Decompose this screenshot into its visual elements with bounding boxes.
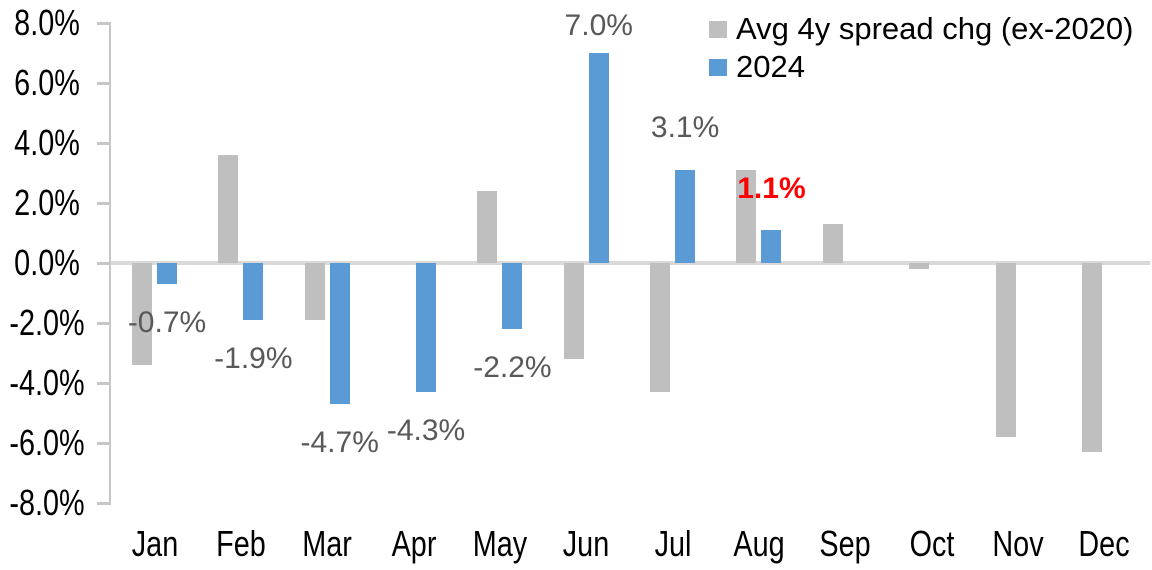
legend: Avg 4y spread chg (ex-2020) 2024 [709, 10, 1134, 86]
y-axis-tick-label: -2.0% [9, 302, 85, 343]
month-label-jan: Jan [131, 523, 178, 564]
y-axis-tick [97, 502, 111, 505]
data-label-jul: 3.1% [650, 111, 720, 144]
bar-2024-may [502, 263, 523, 329]
bar-2024-aug [761, 230, 782, 263]
data-label-jun: 7.0% [564, 9, 633, 42]
month-label-jul: Jul [654, 523, 692, 564]
bar-2024-jan [157, 263, 177, 284]
month-label-apr: Apr [391, 523, 436, 564]
y-axis-tick [97, 382, 111, 385]
y-axis-tick [97, 442, 111, 445]
y-axis-tick-label: -4.0% [9, 362, 85, 403]
y-axis-tick [97, 22, 111, 25]
month-label-dec: Dec [1078, 523, 1130, 564]
y-axis-tick [97, 142, 111, 145]
legend-swatch-avg [709, 20, 727, 38]
bar-avg-jul [650, 263, 671, 392]
y-axis-tick-label: 4.0% [14, 122, 80, 163]
y-axis-tick-label: -8.0% [9, 482, 85, 523]
data-label-jan: -0.7% [127, 306, 207, 339]
legend-swatch-2024 [709, 58, 727, 76]
y-axis-tick [97, 82, 111, 85]
bar-avg-jun [563, 263, 584, 359]
bar-avg-may [477, 191, 498, 263]
month-label-nov: Nov [992, 523, 1044, 564]
month-label-jun: Jun [563, 523, 610, 564]
y-axis-tick-label: 8.0% [14, 2, 80, 43]
legend-label-avg: Avg 4y spread chg (ex-2020) [736, 11, 1134, 46]
y-axis-tick [97, 202, 111, 205]
bar-avg-nov [995, 263, 1016, 437]
month-label-aug: Aug [733, 523, 785, 564]
zero-gridline [111, 261, 1150, 265]
bar-avg-oct [909, 263, 930, 269]
bar-avg-feb [218, 155, 239, 263]
month-label-oct: Oct [909, 523, 955, 564]
data-label-aug: 1.1% [737, 172, 806, 205]
bar-2024-apr [416, 263, 437, 392]
month-label-sep: Sep [819, 523, 871, 564]
y-axis-tick-label: 0.0% [14, 242, 80, 283]
bar-avg-aug [736, 170, 757, 263]
data-label-apr: -4.3% [386, 414, 466, 447]
bar-2024-mar [329, 263, 350, 404]
month-label-mar: Mar [302, 523, 352, 564]
data-label-feb: -1.9% [214, 342, 293, 375]
bar-avg-jan [132, 263, 152, 365]
y-axis-tick [97, 322, 111, 325]
y-axis-tick-label: -6.0% [9, 422, 85, 463]
month-label-may: May [472, 523, 528, 564]
data-label-mar: -4.7% [300, 426, 379, 459]
legend-label-2024: 2024 [736, 49, 805, 84]
data-label-may: -2.2% [473, 351, 552, 384]
y-axis-tick [97, 262, 111, 265]
bar-2024-feb [243, 263, 264, 320]
legend-item-avg: Avg 4y spread chg (ex-2020) [709, 10, 1134, 48]
bar-2024-jun [588, 53, 609, 263]
bar-avg-sep [822, 224, 843, 263]
bar-avg-mar [304, 263, 325, 320]
y-axis-tick-label: 2.0% [14, 182, 80, 223]
legend-item-2024: 2024 [709, 48, 1134, 86]
y-axis-tick-label: 6.0% [14, 62, 80, 103]
bar-2024-jul [675, 170, 696, 263]
bar-avg-dec [1081, 263, 1102, 452]
month-label-feb: Feb [216, 523, 266, 564]
